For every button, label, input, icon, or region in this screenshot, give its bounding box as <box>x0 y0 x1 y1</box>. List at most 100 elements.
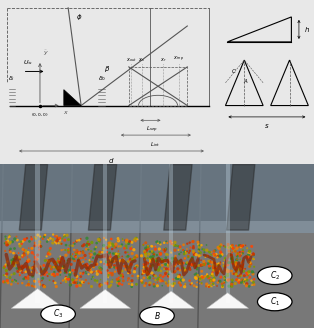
Point <box>217 251 222 256</box>
Point <box>206 258 211 263</box>
Point <box>135 274 140 279</box>
Point <box>61 278 66 283</box>
Point <box>251 256 256 261</box>
Point <box>252 282 257 287</box>
Point <box>48 246 53 251</box>
Point <box>149 254 154 259</box>
Point <box>124 245 129 251</box>
Point <box>178 283 183 288</box>
Point <box>31 252 36 257</box>
Point <box>235 246 240 251</box>
Point <box>109 279 114 284</box>
Point <box>246 269 251 275</box>
Point <box>10 260 15 265</box>
Point <box>221 243 226 249</box>
Point <box>247 275 252 280</box>
Point <box>241 262 246 267</box>
Point <box>20 266 25 272</box>
Point <box>77 237 82 243</box>
Point <box>78 274 83 279</box>
Point <box>23 237 28 243</box>
Point <box>57 235 62 240</box>
Point <box>142 252 147 257</box>
Point <box>82 242 87 247</box>
Point <box>105 262 110 267</box>
Point <box>98 259 103 265</box>
Point <box>111 256 116 261</box>
Point <box>7 248 12 253</box>
Point <box>166 257 171 262</box>
Point <box>17 273 22 278</box>
Point <box>12 236 17 242</box>
Point <box>218 260 223 265</box>
Text: $C_{1}$: $C_{1}$ <box>270 296 280 308</box>
Point <box>62 258 67 263</box>
Point <box>241 279 246 284</box>
Point <box>246 255 251 260</box>
Point <box>57 266 62 271</box>
Point <box>213 253 218 258</box>
Point <box>229 268 234 274</box>
Point <box>113 269 118 274</box>
Point <box>206 261 211 266</box>
Point <box>229 281 234 287</box>
Point <box>85 263 90 269</box>
Point <box>165 273 171 278</box>
Point <box>115 277 120 282</box>
Point <box>158 252 163 257</box>
Point <box>172 248 177 253</box>
Point <box>70 277 75 282</box>
Point <box>186 253 191 258</box>
Point <box>49 258 54 263</box>
Point <box>166 260 171 265</box>
Point <box>36 277 41 282</box>
Point <box>177 273 182 278</box>
Point <box>21 276 26 281</box>
Point <box>182 284 187 289</box>
Point <box>116 277 121 282</box>
Point <box>212 253 217 258</box>
Circle shape <box>257 293 292 311</box>
Point <box>217 246 222 251</box>
Point <box>237 274 242 279</box>
Point <box>230 256 235 261</box>
Point <box>188 245 193 250</box>
Point <box>163 259 168 264</box>
Point <box>117 255 122 260</box>
Point <box>47 277 52 283</box>
Point <box>73 267 78 273</box>
Point <box>134 254 139 259</box>
Point <box>167 264 172 270</box>
Point <box>216 245 221 250</box>
Point <box>94 262 99 267</box>
Point <box>97 265 102 270</box>
Point <box>60 236 65 241</box>
Point <box>119 242 124 247</box>
Point <box>52 259 57 264</box>
Point <box>92 246 97 252</box>
Point <box>232 267 237 272</box>
Point <box>98 269 103 274</box>
Point <box>211 278 216 283</box>
Point <box>159 259 164 264</box>
Point <box>9 259 14 264</box>
Point <box>98 282 103 287</box>
Point <box>121 258 126 263</box>
Point <box>23 264 28 269</box>
Point <box>5 263 10 268</box>
Point <box>58 259 63 264</box>
Point <box>168 239 173 244</box>
Point <box>242 281 247 287</box>
Point <box>184 261 189 266</box>
Point <box>225 259 230 264</box>
Point <box>192 261 198 266</box>
Point <box>74 252 79 257</box>
Point <box>198 276 203 281</box>
Point <box>213 248 218 253</box>
Point <box>191 245 196 251</box>
Text: $L_{sep}$: $L_{sep}$ <box>146 125 157 135</box>
Point <box>147 275 152 280</box>
Point <box>143 246 148 251</box>
Point <box>115 269 120 274</box>
Point <box>37 247 42 252</box>
